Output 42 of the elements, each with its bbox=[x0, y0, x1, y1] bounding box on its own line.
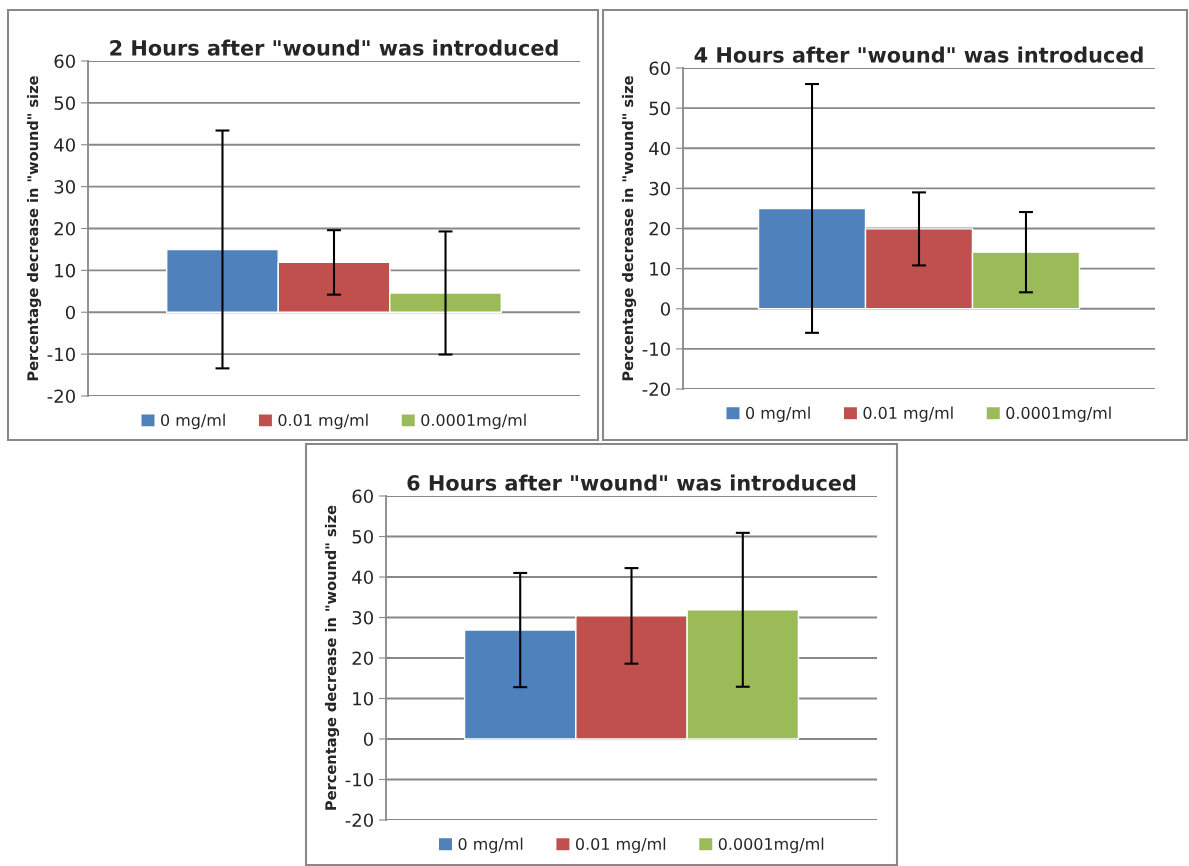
y-tick-label: 10 bbox=[353, 691, 373, 706]
legend-label: 0.0001mg/ml bbox=[421, 413, 526, 430]
y-tick-label: -10 bbox=[642, 342, 670, 356]
legend-label: 0.01 mg/ml bbox=[863, 406, 953, 423]
y-tick-label: 10 bbox=[55, 263, 75, 278]
legend-label: 0 mg/ml bbox=[161, 413, 225, 430]
y-tick-label: 20 bbox=[54, 221, 75, 236]
y-tick-label: 0 bbox=[65, 305, 75, 320]
chart-title: 2 Hours after "wound" was introduced bbox=[110, 39, 558, 56]
legend-label: 0.01 mg/ml bbox=[278, 413, 368, 430]
y-tick-label: 50 bbox=[649, 101, 670, 116]
legend-label: 0 mg/ml bbox=[746, 406, 810, 423]
y-tick-label: -10 bbox=[47, 347, 75, 362]
legend-label: 0.0001mg/ml bbox=[718, 837, 824, 854]
y-axis-title: Percentage decrease in "wound" size bbox=[621, 76, 637, 381]
y-tick-label: -20 bbox=[642, 382, 670, 397]
y-tick-label: 40 bbox=[649, 141, 670, 156]
y-tick-label: 50 bbox=[352, 529, 373, 544]
y-tick-label: -20 bbox=[47, 389, 75, 404]
y-tick-label: 30 bbox=[649, 181, 670, 196]
y-tick-label: 10 bbox=[650, 262, 670, 276]
chart-title: 4 Hours after "wound" was introduced bbox=[694, 46, 1143, 63]
y-tick-label: 50 bbox=[54, 96, 75, 110]
y-tick-label: 40 bbox=[54, 138, 75, 152]
y-tick-label: 20 bbox=[352, 651, 373, 666]
y-tick-label: -10 bbox=[345, 772, 373, 787]
y-tick-label: 60 bbox=[352, 489, 373, 504]
chart-title: 6 Hours after "wound" was introduced bbox=[407, 474, 856, 491]
y-axis-title: Percentage decrease in "wound" size bbox=[26, 76, 42, 381]
y-tick-label: 0 bbox=[363, 732, 373, 747]
y-tick-label: 30 bbox=[54, 180, 75, 194]
legend-label: 0.0001mg/ml bbox=[1006, 406, 1111, 423]
y-tick-label: 60 bbox=[649, 61, 670, 76]
y-tick-label: 30 bbox=[352, 610, 373, 625]
y-tick-label: 20 bbox=[649, 221, 670, 236]
y-tick-label: -20 bbox=[345, 813, 373, 828]
legend-label: 0.01 mg/ml bbox=[575, 837, 666, 854]
y-tick-label: 60 bbox=[54, 54, 75, 69]
y-tick-label: 0 bbox=[660, 302, 670, 316]
y-axis-title: Percentage decrease in "wound" size bbox=[324, 505, 340, 810]
y-tick-label: 40 bbox=[352, 570, 373, 585]
legend-label: 0 mg/ml bbox=[458, 837, 523, 854]
